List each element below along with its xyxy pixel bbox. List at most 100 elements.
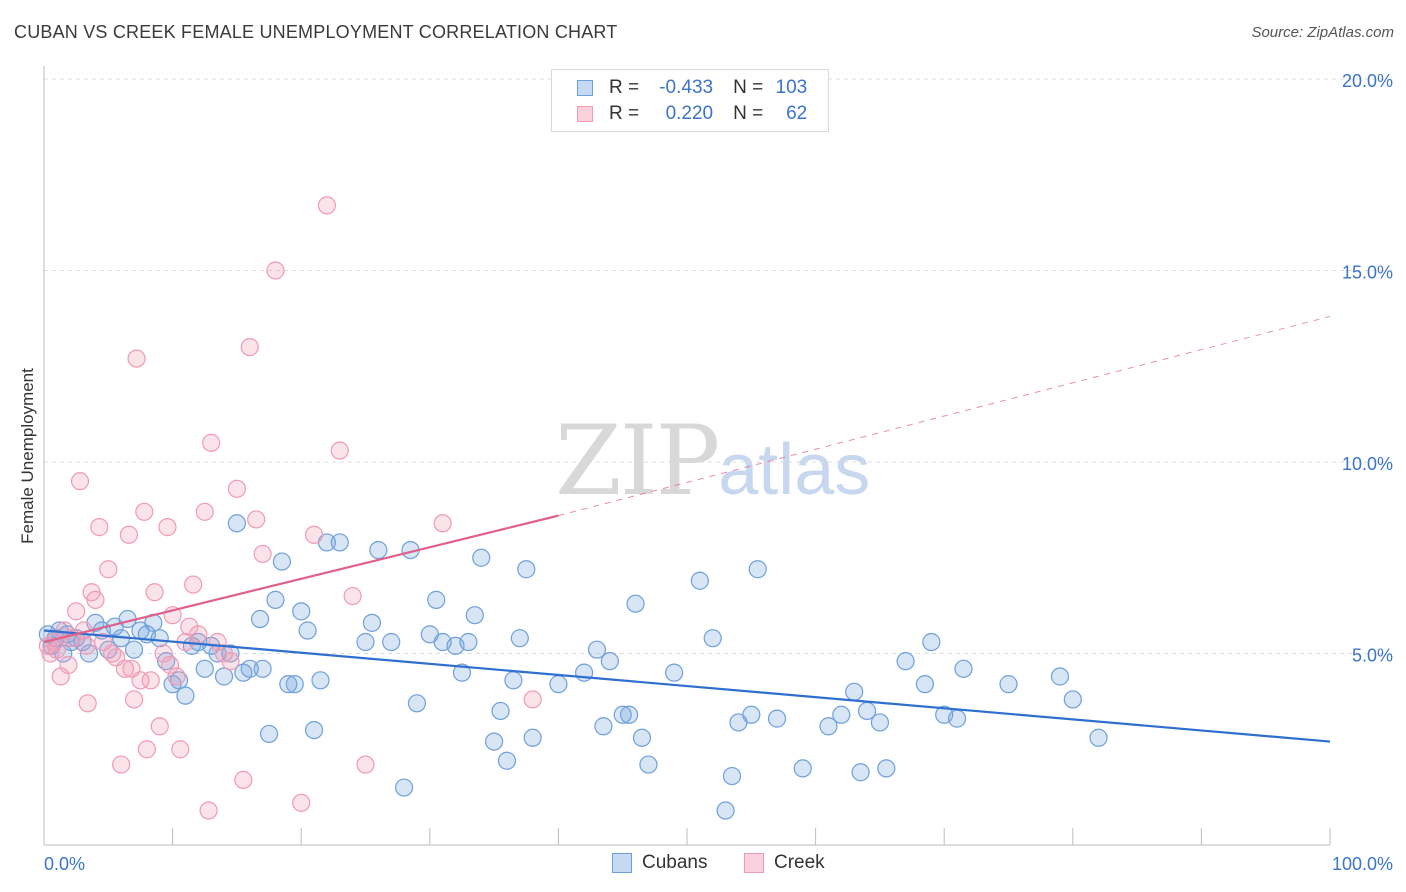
creek-point <box>304 525 324 544</box>
cubans-point <box>1063 690 1082 709</box>
legend-label-creek: Creek <box>774 852 825 873</box>
chart-title: CUBAN VS CREEK FEMALE UNEMPLOYMENT CORRE… <box>14 22 618 42</box>
cubans-point <box>311 671 330 690</box>
n-label: N = <box>733 77 764 98</box>
creek-point <box>253 544 272 564</box>
x-tick-label: 100.0% <box>1332 854 1393 874</box>
creek-point <box>70 472 90 491</box>
cubans-point <box>298 621 317 640</box>
cubans-point <box>227 514 246 533</box>
creek-point <box>234 770 253 789</box>
creek-point <box>317 196 337 215</box>
creek-point <box>356 755 375 774</box>
creek-point <box>119 525 138 544</box>
cubans-point <box>253 659 272 678</box>
creek-point <box>90 518 109 537</box>
cubans-point <box>485 732 504 751</box>
cubans-point <box>915 675 935 694</box>
cubans-swatch-icon <box>577 80 593 96</box>
creek-point <box>115 659 135 678</box>
creek-point <box>67 602 86 621</box>
cubans-point <box>594 717 613 736</box>
stats-legend: R = -0.433 N = 103 R = 0.220 N = 62 <box>551 69 829 132</box>
cubans-point <box>221 644 240 663</box>
creek-point <box>189 625 208 644</box>
cubans-point <box>851 763 870 782</box>
cubans-point <box>870 713 890 732</box>
cubans-point <box>877 759 896 778</box>
cubans-point <box>845 682 864 701</box>
stats-row-cubans: R = -0.433 N = 103 <box>577 75 807 101</box>
cubans-point <box>722 766 742 786</box>
y-tick-label: 10.0% <box>1342 454 1393 474</box>
creek-point <box>47 640 66 659</box>
cubans-point <box>369 540 388 560</box>
cubans-point <box>620 705 639 724</box>
legend-item-cubans[interactable]: Cubans <box>612 852 708 874</box>
cubans-point <box>626 594 645 613</box>
r-value: 0.220 <box>665 103 714 124</box>
cubans-point <box>292 602 311 621</box>
cubans-point <box>362 613 382 632</box>
cubans-point <box>279 675 298 694</box>
stats-row-creek: R = 0.220 N = 62 <box>577 101 807 127</box>
r-label: R = <box>609 77 640 98</box>
creek-point <box>86 590 105 609</box>
cubans-point <box>793 759 812 778</box>
creek-point <box>171 740 190 759</box>
cubans-point <box>407 694 427 713</box>
watermark-atlas: atlas <box>718 430 871 510</box>
cubans-point <box>896 652 915 671</box>
creek-point <box>124 690 144 709</box>
cubans-point <box>504 671 523 690</box>
cubans-point <box>767 709 787 728</box>
creek-point <box>433 514 452 533</box>
creek-point <box>227 479 246 498</box>
cubans-point <box>632 728 652 747</box>
creek-point <box>112 755 131 774</box>
creek-swatch-icon <box>577 106 593 122</box>
creek-point <box>195 502 214 521</box>
watermark: ZIPatlas <box>555 405 870 517</box>
creek-point <box>135 502 154 521</box>
creek-point <box>127 349 146 368</box>
cubans-point <box>517 560 536 579</box>
legend-item-creek[interactable]: Creek <box>744 852 825 874</box>
creek-point <box>266 261 285 280</box>
creek-trend-line <box>43 514 559 644</box>
cubans-point <box>703 629 722 648</box>
cubans-point <box>250 609 270 629</box>
cubans-point <box>832 705 851 724</box>
creek-point <box>145 583 164 602</box>
cubans-point <box>665 663 684 682</box>
cubans-point <box>266 590 285 609</box>
cubans-point <box>176 686 195 705</box>
creek-point <box>343 586 362 606</box>
cubans-point <box>497 751 517 770</box>
r-value: -0.433 <box>659 77 714 98</box>
creek-point <box>247 510 266 529</box>
cubans-point <box>613 705 632 724</box>
cubans-point <box>1089 728 1108 747</box>
n-value: 103 <box>775 77 808 98</box>
cubans-trend-line <box>43 629 1331 743</box>
creek-point <box>99 560 118 579</box>
cubans-point <box>999 675 1018 694</box>
creek-point <box>59 655 78 675</box>
x-tick-label: 0.0% <box>44 854 85 874</box>
legend-label-cubans: Cubans <box>642 852 708 873</box>
r-label: R = <box>609 103 640 124</box>
source-label: Source: ZipAtlas.com <box>1251 24 1394 41</box>
creek-point <box>122 659 141 678</box>
creek-point <box>167 667 186 686</box>
cubans-point <box>491 701 510 721</box>
y-tick-label: 5.0% <box>1352 646 1393 666</box>
creek-point <box>523 690 542 709</box>
cubans-point <box>748 560 767 579</box>
y-tick-label: 20.0% <box>1342 71 1393 91</box>
cubans-point <box>452 663 472 682</box>
creek-point <box>77 636 96 655</box>
creek-point <box>330 441 349 460</box>
n-value: 62 <box>786 103 808 124</box>
